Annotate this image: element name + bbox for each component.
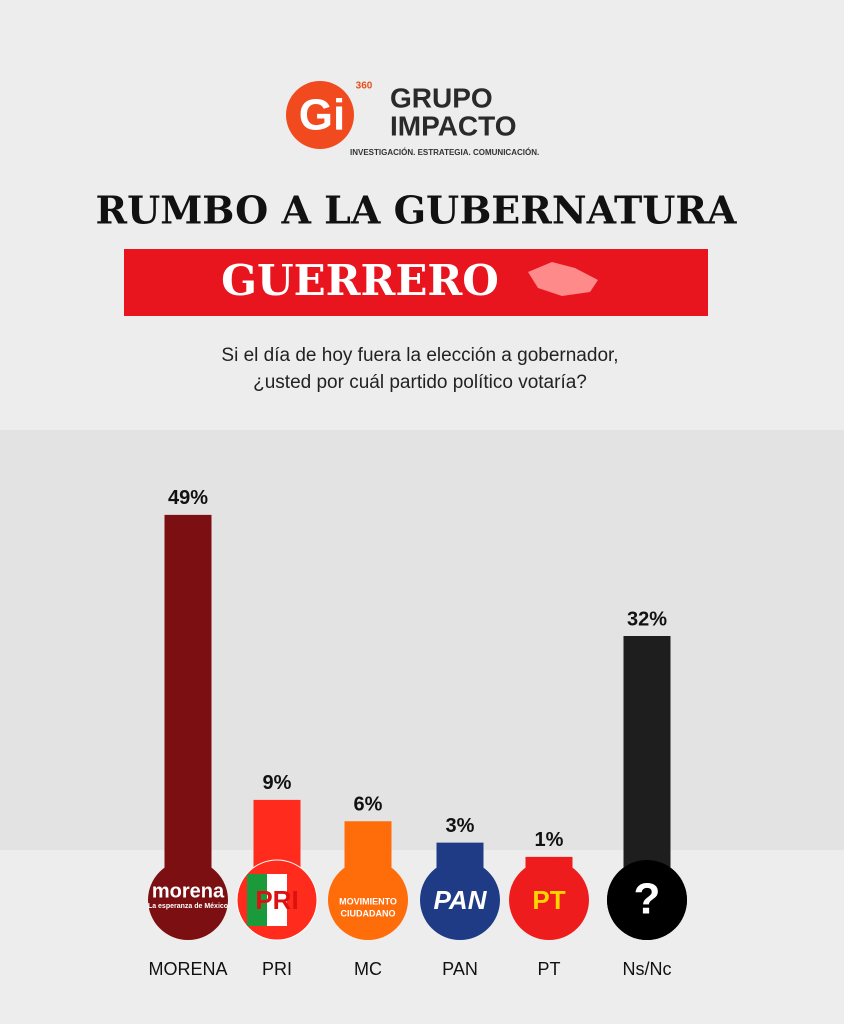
party-logo <box>420 860 500 940</box>
x-tick-label: PRI <box>262 959 292 979</box>
value-label: 49% <box>168 487 208 509</box>
x-tick-label: MORENA <box>148 959 227 979</box>
x-tick-label: Ns/Nc <box>623 959 672 979</box>
bar <box>164 514 212 900</box>
subtitle-banner <box>124 249 708 316</box>
logo-text: PT <box>532 885 565 915</box>
value-label: 3% <box>446 815 475 837</box>
chart-subtitle: GUERRERO <box>221 256 499 305</box>
party-logo <box>509 860 589 940</box>
logo-text: CIUDADANO <box>341 908 396 918</box>
bar <box>623 636 671 900</box>
brand-line: GRUPO <box>390 82 493 113</box>
pri-green <box>247 874 267 926</box>
party-logo <box>328 860 408 940</box>
value-label: 1% <box>535 829 564 851</box>
logo-text: PRI <box>255 885 298 915</box>
question: ¿usted por cuál partido político votaría… <box>253 372 587 393</box>
x-tick-label: MC <box>354 959 382 979</box>
party-logo <box>148 860 228 940</box>
logo-circle <box>286 81 354 149</box>
value-label: 6% <box>354 794 383 816</box>
question: Si el día de hoy fuera la elección a gob… <box>221 345 618 366</box>
pri-white <box>267 874 287 926</box>
brand-line: IMPACTO <box>390 110 517 141</box>
value-label: 32% <box>627 608 667 630</box>
logo-mark: Gi <box>299 91 345 140</box>
logo-text: ? <box>634 875 661 924</box>
logo-text: PAN <box>434 885 488 915</box>
state-map <box>528 262 598 296</box>
background-building <box>0 430 844 850</box>
chart-title: RUMBO A LA GUBERNATURA <box>96 188 737 233</box>
nsnc-logo <box>607 860 687 940</box>
value-label: 9% <box>263 772 292 794</box>
logo-text: La esperanza de México <box>148 903 228 910</box>
x-tick-label: PT <box>537 959 560 979</box>
tagline: INVESTIGACIÓN. ESTRATEGIA. COMUNICACIÓN. <box>350 148 539 157</box>
logo-text: MOVIMIENTO <box>339 896 397 906</box>
logo-badge: 360 <box>356 81 373 92</box>
x-tick-label: PAN <box>442 959 478 979</box>
logo-text: morena <box>152 880 225 902</box>
